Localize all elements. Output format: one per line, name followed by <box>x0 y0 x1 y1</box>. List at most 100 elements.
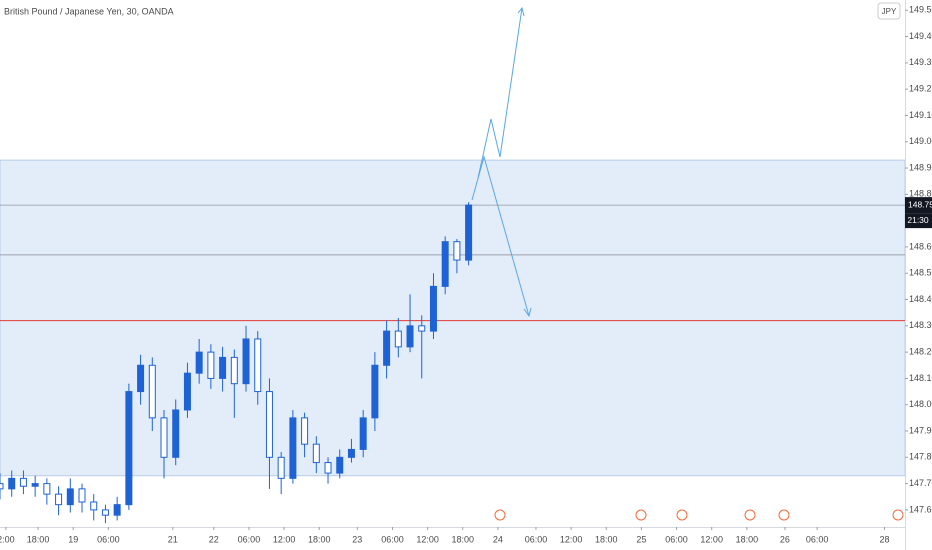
zone <box>0 159 906 477</box>
arrow-head <box>517 6 525 17</box>
candle-body <box>371 364 379 419</box>
last-time-label: 21:30 <box>907 215 929 225</box>
candle-body <box>137 364 145 393</box>
candle-body <box>90 501 98 511</box>
x-tick-label: 06:00 <box>665 534 688 544</box>
y-tick-label: 148.900 <box>909 162 932 172</box>
x-tick-label: 06:00 <box>381 534 404 544</box>
x-tick-label: 06:00 <box>525 534 548 544</box>
candle-body <box>383 330 391 366</box>
x-tick-label: 18:00 <box>451 534 474 544</box>
candle-body <box>0 483 4 490</box>
projection-path <box>471 155 530 317</box>
last-price-label: 148.759 <box>908 199 932 209</box>
y-tick-label: 149.400 <box>909 31 932 41</box>
x-tick-label: 19 <box>68 534 78 544</box>
y-tick-label: 148.400 <box>909 294 932 304</box>
candle-body <box>101 509 109 516</box>
event-icon[interactable] <box>676 509 688 521</box>
candle-body <box>312 443 320 464</box>
event-icon[interactable] <box>494 509 506 521</box>
candle-body <box>453 241 461 261</box>
candle-body <box>418 325 426 332</box>
candle-body <box>113 504 121 516</box>
x-tick-label: 23 <box>352 534 362 544</box>
plot-layer <box>0 202 473 524</box>
y-tick-label: 149.300 <box>909 57 932 67</box>
last-time-box <box>905 213 932 229</box>
arrow-head <box>523 307 532 318</box>
x-tick-label: 12:00 <box>416 534 439 544</box>
candle-body <box>465 204 473 261</box>
projection <box>471 6 532 318</box>
candle-body <box>347 448 355 458</box>
candle-body <box>394 330 402 348</box>
x-tick-label: 18:00 <box>27 534 50 544</box>
y-tick-label: 148.500 <box>909 268 932 278</box>
candle-body <box>183 372 191 411</box>
candle-body <box>359 417 367 450</box>
x-tick-label: 06:00 <box>806 534 829 544</box>
x-tick-label: 28 <box>879 534 889 544</box>
y-tick-label: 148.000 <box>909 399 932 409</box>
candle-body <box>324 462 332 474</box>
x-tick-label: 12:00 <box>273 534 296 544</box>
event-icon[interactable] <box>744 509 756 521</box>
event-icon[interactable] <box>635 509 647 521</box>
candle-body <box>43 483 51 495</box>
candle-body <box>207 351 215 379</box>
candle-body <box>55 493 63 506</box>
event-icon[interactable] <box>892 509 904 521</box>
candle-body <box>441 241 449 287</box>
chart-title: British Pound / Japanese Yen, 30, OANDA <box>4 6 174 16</box>
zone-layer <box>0 159 906 477</box>
candle-body <box>230 356 238 385</box>
x-tick-label: 26 <box>780 534 790 544</box>
candle-body <box>8 477 16 490</box>
candle-body <box>301 417 309 445</box>
candle-body <box>78 488 86 503</box>
x-tick-label: 18:00 <box>308 534 331 544</box>
candle-body <box>406 325 414 348</box>
y-tick-label: 149.200 <box>909 84 932 94</box>
y-tick-label: 148.300 <box>909 320 932 330</box>
last-price-box <box>905 197 932 214</box>
candle-body <box>148 364 156 419</box>
events[interactable] <box>494 509 904 521</box>
candle-body <box>277 456 285 479</box>
x-tick-label: 25 <box>636 534 646 544</box>
x-tick-label: 24 <box>493 534 503 544</box>
candle-body <box>429 285 437 332</box>
candle-body <box>254 338 262 393</box>
candle-body <box>195 351 203 374</box>
y-tick-label: 148.200 <box>909 346 932 356</box>
currency-label: JPY <box>882 7 897 16</box>
projection-path <box>477 7 523 179</box>
candle-body <box>66 488 74 506</box>
candle-body <box>125 391 133 506</box>
candle-body <box>242 338 250 385</box>
x-tick-label: 12:00 <box>560 534 583 544</box>
x-tick-label: 22 <box>209 534 219 544</box>
event-icon[interactable] <box>778 509 790 521</box>
candle-body <box>31 483 39 487</box>
x-tick-label: 21 <box>168 534 178 544</box>
candle-body <box>289 417 297 479</box>
candle-body <box>19 477 27 487</box>
y-tick-label: 149.500 <box>909 5 932 15</box>
y-tick-label: 148.600 <box>909 241 932 251</box>
candle-body <box>172 409 180 458</box>
y-tick-label: 147.700 <box>909 478 932 488</box>
candle-body <box>336 456 344 474</box>
y-tick-label: 147.600 <box>909 504 932 514</box>
currency-badge[interactable] <box>877 2 901 20</box>
y-tick-label: 148.800 <box>909 189 932 199</box>
candle-body <box>265 391 273 458</box>
x-tick-label: 12:00 <box>700 534 723 544</box>
y-tick-label: 147.900 <box>909 425 932 435</box>
candle-body <box>160 417 168 458</box>
x-tick-label: 06:00 <box>97 534 120 544</box>
candle-body <box>219 356 227 379</box>
